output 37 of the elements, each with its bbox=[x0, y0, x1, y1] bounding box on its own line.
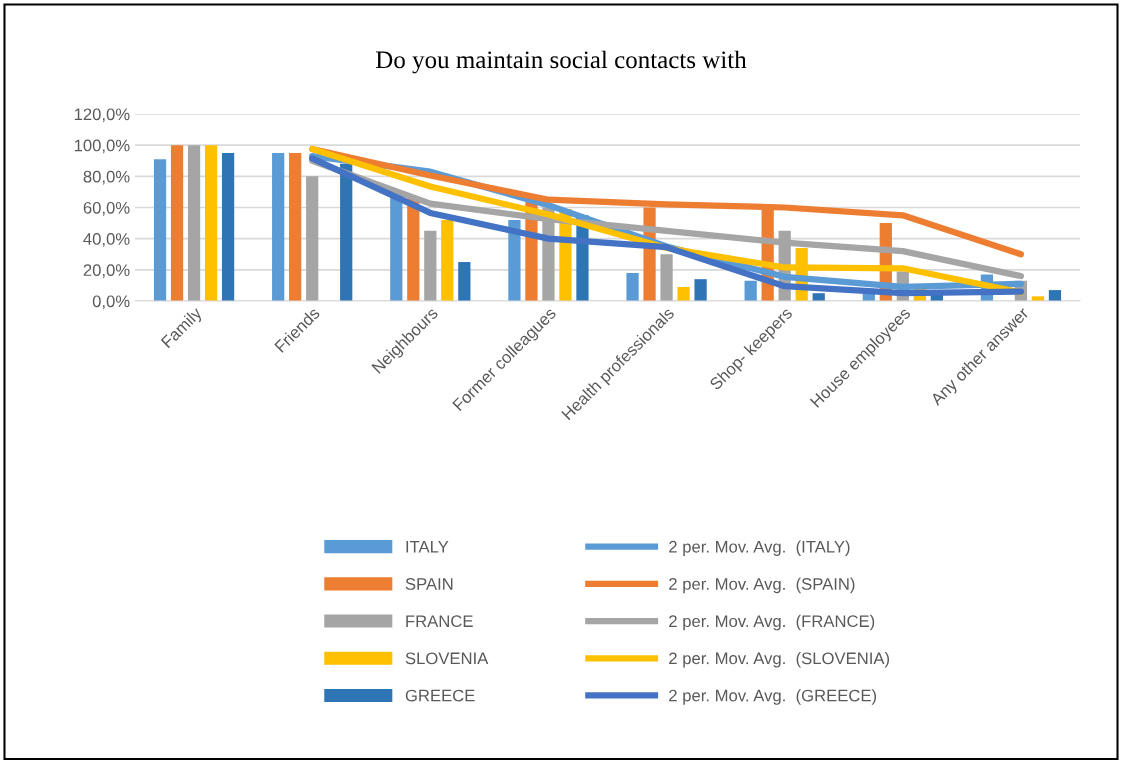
bar bbox=[744, 280, 757, 301]
y-tick-label: 40,0% bbox=[83, 233, 130, 247]
legend-label: SLOVENIA bbox=[405, 652, 489, 665]
bar bbox=[1048, 290, 1062, 301]
y-tick-label: 80,0% bbox=[83, 170, 130, 185]
legend-label: 2 per. Mov. Avg. (FRANCE) bbox=[669, 614, 875, 631]
bar bbox=[153, 159, 167, 301]
bar bbox=[221, 152, 235, 301]
legend-label: 2 per. Mov. Avg. (SPAIN) bbox=[669, 577, 855, 594]
bar bbox=[694, 279, 707, 301]
bar bbox=[170, 145, 184, 301]
y-tick-label: 0,0% bbox=[92, 295, 130, 310]
legend-label: 2 per. Mov. Avg. (ITALY) bbox=[669, 540, 850, 556]
bar bbox=[441, 219, 454, 301]
legend-label: 2 per. Mov. Avg. (GREECE) bbox=[669, 689, 877, 705]
bar bbox=[626, 272, 639, 301]
legend-label: ITALY bbox=[406, 541, 449, 553]
bar bbox=[424, 230, 437, 301]
bar bbox=[340, 163, 353, 301]
y-tick-label: 60,0% bbox=[83, 201, 130, 216]
bar bbox=[289, 152, 302, 301]
legend-label: GREECE bbox=[405, 689, 475, 702]
y-tick-label: 120,0% bbox=[74, 108, 130, 123]
bar bbox=[187, 145, 201, 301]
y-tick-label: 20,0% bbox=[83, 264, 130, 279]
legend-label: SPAIN bbox=[405, 578, 453, 590]
chart-title: Do you maintain social contacts with bbox=[375, 50, 747, 74]
bar bbox=[508, 219, 521, 301]
bar bbox=[458, 262, 471, 301]
legend-label: 2 per. Mov. Avg. (SLOVENIA) bbox=[669, 652, 890, 668]
y-tick-label: 100,0% bbox=[74, 139, 130, 154]
bar bbox=[677, 286, 690, 301]
legend-label: FRANCE bbox=[406, 615, 473, 628]
bar bbox=[272, 152, 285, 301]
bar bbox=[306, 176, 319, 301]
bar bbox=[660, 254, 673, 301]
bar bbox=[204, 145, 218, 301]
